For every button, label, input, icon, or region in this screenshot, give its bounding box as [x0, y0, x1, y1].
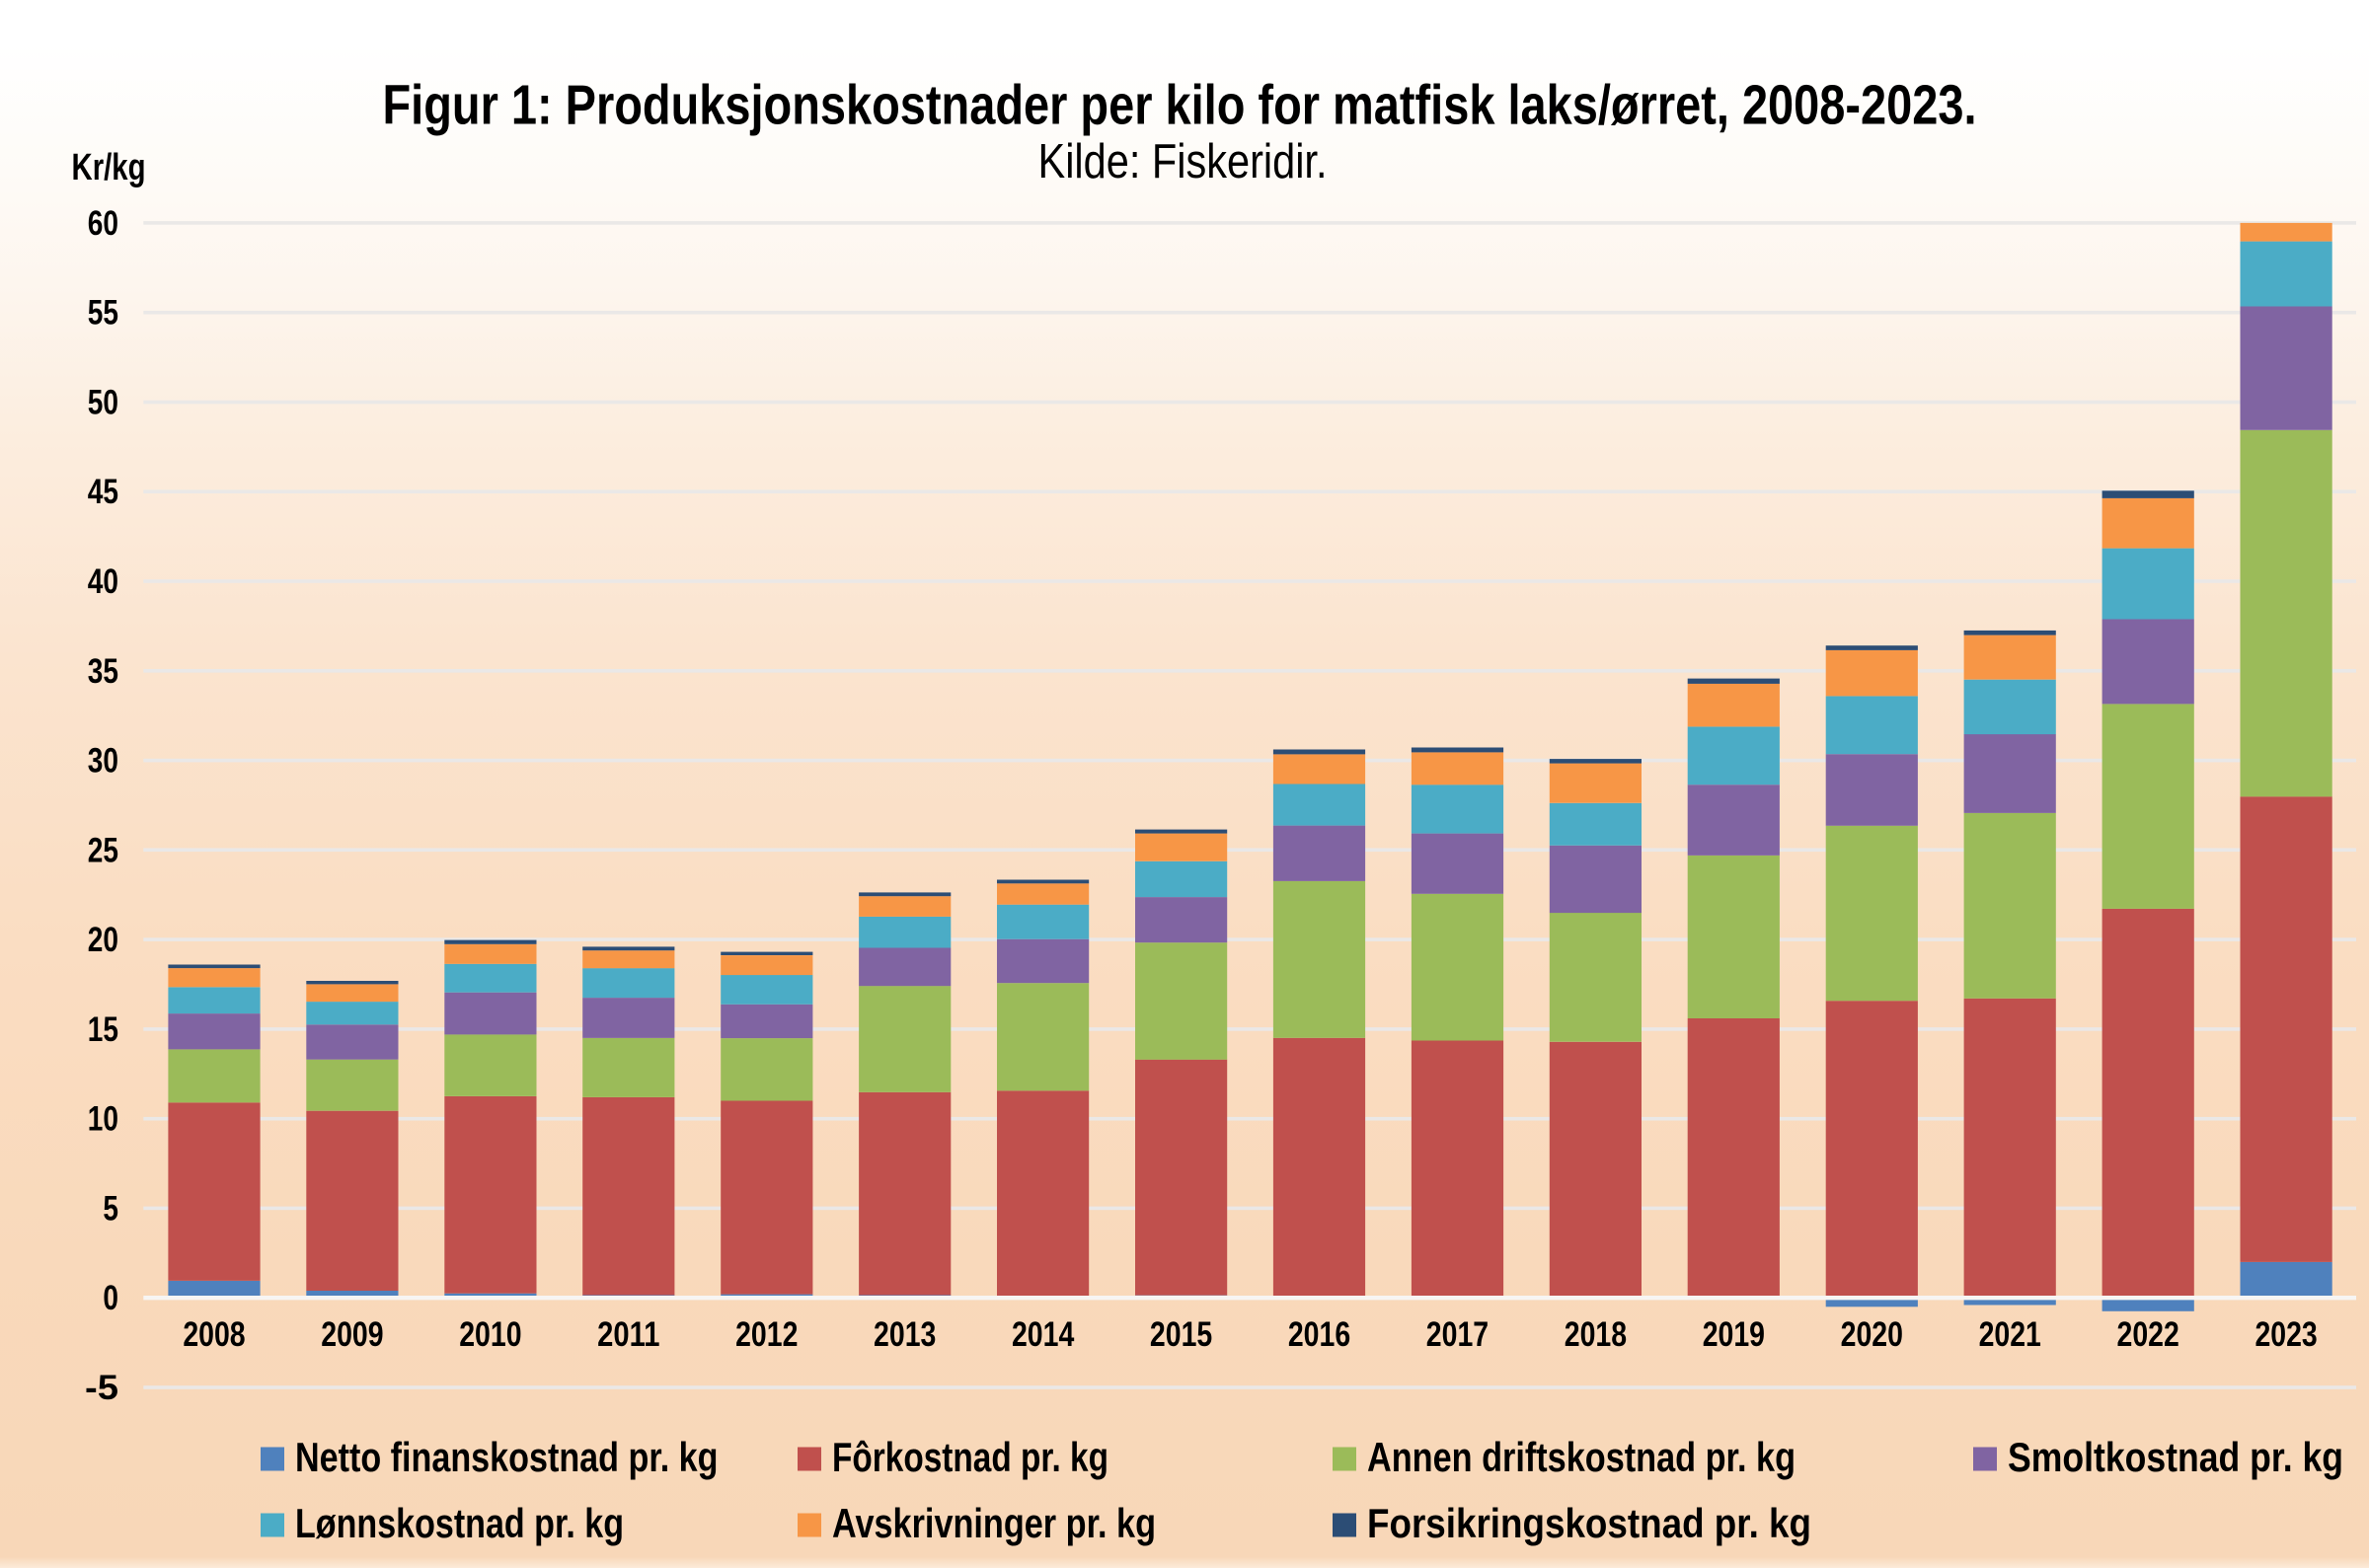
svg-text:2016: 2016 — [1288, 1315, 1350, 1354]
svg-text:2014: 2014 — [1012, 1315, 1075, 1354]
svg-text:2023: 2023 — [2254, 1315, 2317, 1354]
svg-text:Fôrkostnad pr. kg: Fôrkostnad pr. kg — [832, 1434, 1108, 1480]
svg-text:40: 40 — [88, 562, 118, 601]
svg-text:2013: 2013 — [874, 1315, 936, 1354]
svg-text:10: 10 — [88, 1100, 118, 1139]
svg-text:Kr/kg: Kr/kg — [72, 147, 146, 188]
svg-text:2019: 2019 — [1703, 1315, 1765, 1354]
svg-text:15: 15 — [88, 1010, 118, 1049]
svg-text:2010: 2010 — [459, 1315, 521, 1354]
svg-text:5: 5 — [103, 1189, 118, 1228]
svg-text:60: 60 — [88, 204, 118, 243]
svg-text:Figur 1: Produksjonskostnader: Figur 1: Produksjonskostnader per kilo f… — [383, 74, 1977, 137]
svg-text:2008: 2008 — [183, 1315, 245, 1354]
svg-text:Annen driftskostnad pr. kg: Annen driftskostnad pr. kg — [1367, 1434, 1796, 1480]
svg-text:25: 25 — [88, 831, 118, 869]
svg-text:Netto finanskostnad pr. kg: Netto finanskostnad pr. kg — [295, 1434, 719, 1480]
svg-text:0: 0 — [103, 1279, 118, 1317]
svg-text:-5: -5 — [85, 1369, 118, 1407]
svg-text:2018: 2018 — [1565, 1315, 1627, 1354]
svg-text:2022: 2022 — [2117, 1315, 2179, 1354]
svg-text:20: 20 — [88, 921, 118, 959]
svg-text:2012: 2012 — [735, 1315, 798, 1354]
svg-text:2020: 2020 — [1841, 1315, 1903, 1354]
svg-text:2011: 2011 — [597, 1315, 659, 1354]
svg-text:30: 30 — [88, 742, 118, 781]
svg-text:Avskrivninger pr. kg: Avskrivninger pr. kg — [832, 1500, 1156, 1546]
svg-text:2015: 2015 — [1150, 1315, 1212, 1354]
svg-text:35: 35 — [88, 652, 118, 691]
svg-text:55: 55 — [88, 294, 118, 333]
svg-text:45: 45 — [88, 473, 118, 511]
svg-text:Smoltkostnad pr. kg: Smoltkostnad pr. kg — [2008, 1434, 2343, 1480]
svg-text:50: 50 — [88, 383, 118, 421]
svg-text:Kilde: Fiskeridir.: Kilde: Fiskeridir. — [1038, 135, 1328, 188]
svg-text:Lønnskostnad pr. kg: Lønnskostnad pr. kg — [295, 1500, 624, 1546]
svg-text:2017: 2017 — [1426, 1315, 1489, 1354]
svg-text:2009: 2009 — [321, 1315, 383, 1354]
svg-text:Forsikringskostnad pr. kg: Forsikringskostnad pr. kg — [1367, 1500, 1811, 1546]
svg-text:2021: 2021 — [1979, 1315, 2041, 1354]
